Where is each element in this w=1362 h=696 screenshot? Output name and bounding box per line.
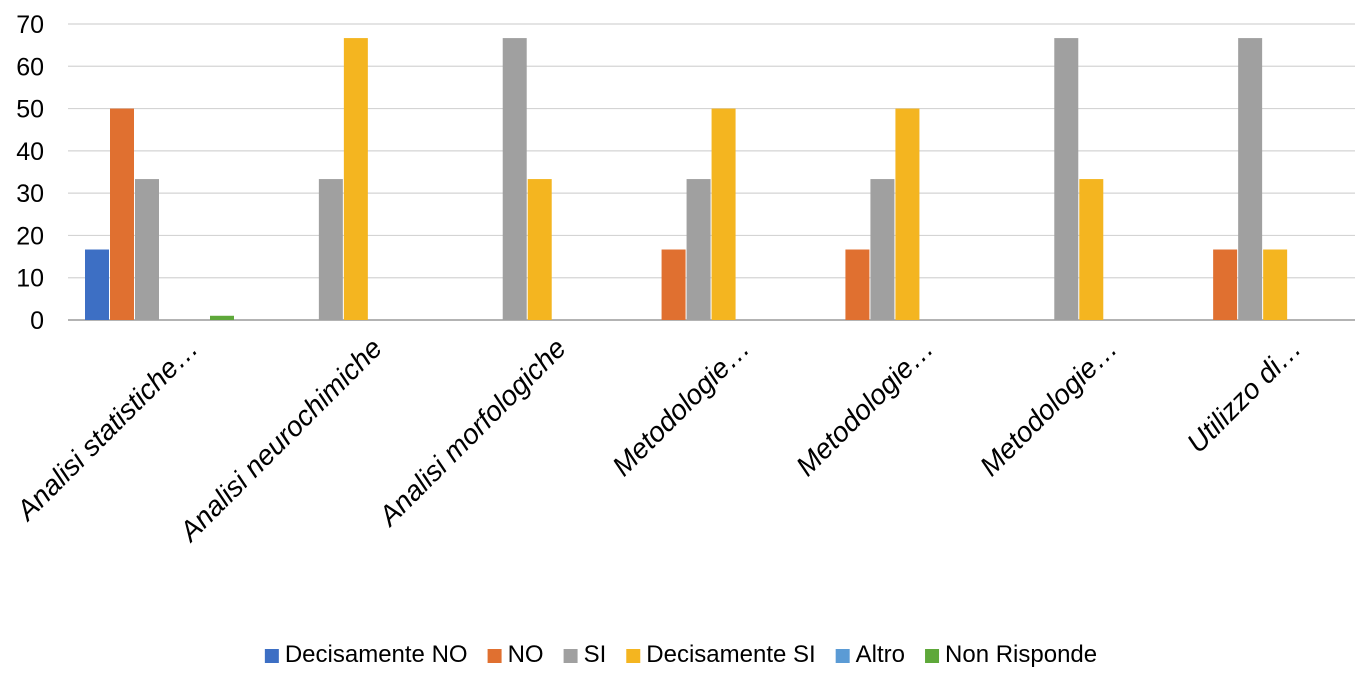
x-tick-label: Metodologie… bbox=[790, 332, 940, 482]
bar bbox=[85, 249, 109, 320]
y-tick-label: 40 bbox=[16, 138, 44, 166]
bar bbox=[110, 108, 134, 320]
legend-item: Decisamente SI bbox=[626, 641, 816, 668]
x-tick-label: Utilizzo di… bbox=[1181, 332, 1307, 458]
x-tick-label: Analisi morfologiche bbox=[371, 332, 572, 533]
y-tick-label: 30 bbox=[16, 180, 44, 208]
bar bbox=[343, 38, 368, 320]
x-axis-tick-labels: Analisi statistiche…Analisi neurochimich… bbox=[9, 332, 1307, 548]
bar bbox=[1054, 38, 1079, 320]
bar bbox=[895, 108, 920, 320]
legend-label: SI bbox=[584, 641, 607, 668]
legend-swatch bbox=[626, 649, 641, 663]
bar bbox=[1263, 249, 1288, 320]
bar bbox=[1213, 249, 1238, 320]
bar bbox=[845, 249, 870, 320]
legend-label: Decisamente SI bbox=[646, 641, 815, 668]
legend-item: Non Risponde bbox=[925, 641, 1097, 668]
x-tick-label: Metodologie… bbox=[606, 332, 756, 482]
legend-label: Non Risponde bbox=[945, 641, 1097, 668]
legend-swatch bbox=[835, 649, 850, 663]
y-tick-label: 20 bbox=[16, 222, 44, 250]
bar bbox=[318, 179, 343, 320]
bar bbox=[686, 179, 711, 320]
legend-item: Altro bbox=[835, 641, 905, 668]
y-tick-label: 60 bbox=[16, 53, 44, 81]
legend-item: SI bbox=[563, 641, 607, 668]
legend-swatch bbox=[925, 649, 940, 663]
bar bbox=[1238, 38, 1263, 320]
y-tick-label: 10 bbox=[16, 265, 44, 293]
bar bbox=[502, 38, 527, 320]
legend-label: NO bbox=[508, 641, 544, 668]
bar bbox=[1079, 179, 1104, 320]
legend-swatch bbox=[264, 649, 279, 663]
y-tick-label: 50 bbox=[16, 96, 44, 124]
gridlines bbox=[68, 23, 1355, 321]
x-tick-label: Analisi neurochimiche bbox=[172, 332, 388, 548]
bar bbox=[711, 108, 736, 320]
legend-swatch bbox=[487, 649, 502, 663]
bar bbox=[527, 179, 552, 320]
bar bbox=[135, 179, 159, 320]
legend-swatch bbox=[563, 649, 578, 663]
y-tick-label: 0 bbox=[30, 307, 44, 335]
legend-label: Altro bbox=[856, 641, 905, 668]
x-tick-label: Analisi statistiche… bbox=[9, 332, 204, 527]
legend-item: Decisamente NO bbox=[264, 641, 468, 668]
bar bbox=[210, 315, 234, 320]
legend-label: Decisamente NO bbox=[285, 641, 468, 668]
y-tick-label: 70 bbox=[16, 11, 44, 39]
bars bbox=[85, 38, 1288, 320]
bar bbox=[661, 249, 686, 320]
legend-item: NO bbox=[487, 641, 544, 668]
legend: Decisamente NO NO SI Decisamente SI Altro Non… bbox=[264, 641, 1097, 668]
bar bbox=[870, 179, 895, 320]
x-tick-label: Metodologie… bbox=[974, 332, 1124, 482]
y-axis-tick-labels: 0 10 20 30 40 50 60 70 bbox=[16, 11, 44, 335]
